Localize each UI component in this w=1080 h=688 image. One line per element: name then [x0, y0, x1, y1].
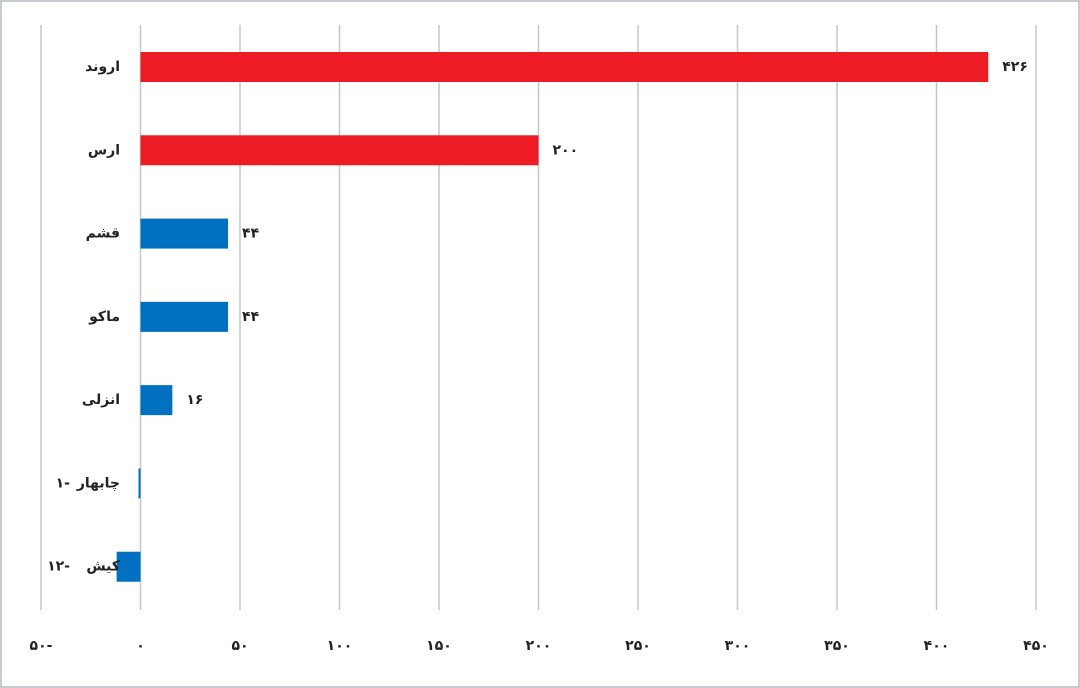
bar	[138, 468, 141, 499]
value-label: ۴۲۶	[1002, 59, 1028, 75]
value-label: ۲۰۰	[553, 142, 579, 158]
x-tick-label: ۲۰۰	[526, 638, 552, 654]
category-label: اروند	[85, 59, 120, 75]
x-tick-label: ۰	[136, 638, 145, 654]
bar	[140, 301, 229, 332]
x-tick-label: ۲۵۰	[625, 638, 651, 654]
bar	[140, 135, 539, 166]
bar	[140, 52, 989, 82]
x-tick-label: ۳۵۰	[824, 638, 850, 654]
value-label: ۴۴	[242, 226, 260, 242]
x-tick-label: ۳۰۰	[725, 638, 751, 654]
x-tick-label: ۱۰۰	[327, 638, 353, 654]
category-label: ماکو	[88, 309, 120, 325]
x-tick-label: ۱۵۰	[426, 638, 452, 654]
bar	[116, 551, 141, 582]
x-tick-label: ۴۰۰	[924, 638, 950, 654]
value-label: ۱-	[56, 475, 71, 491]
x-tick-label: ۴۵۰	[1023, 638, 1049, 654]
category-label: کیش	[86, 559, 121, 575]
x-tick-label: ۵۰	[231, 638, 248, 654]
category-label: ارس	[88, 142, 120, 158]
category-label: چابهار	[76, 475, 120, 491]
category-label: انزلی	[82, 392, 120, 408]
value-label: ۱۲-	[47, 559, 70, 575]
x-tick-label: ۵۰-	[30, 638, 53, 654]
bar	[140, 385, 173, 416]
value-label: ۴۴	[242, 309, 260, 325]
category-label: قشم	[86, 226, 120, 242]
bar	[140, 218, 229, 249]
value-label: ۱۶	[186, 392, 203, 408]
